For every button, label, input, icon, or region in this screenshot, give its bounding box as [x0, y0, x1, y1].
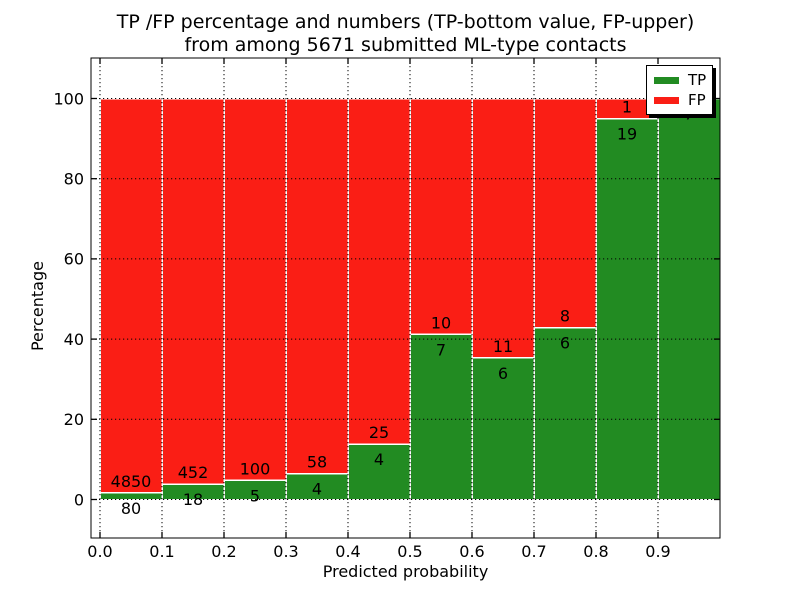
fp-count-label: 1	[622, 98, 632, 117]
fp-count-label: 100	[240, 459, 271, 478]
tp-count-label: 7	[436, 340, 446, 359]
bar-fp-segment	[161, 97, 225, 485]
x-tick-label: 0.4	[335, 542, 360, 561]
bar-fp-segment	[409, 97, 473, 336]
legend-label-tp: TP	[688, 70, 707, 89]
bar-fp-segment	[223, 97, 287, 482]
axes-frame	[90, 57, 721, 539]
bar-tp-segment	[347, 443, 411, 501]
tp-count-label: 6	[498, 364, 508, 383]
chart-title-line1: TP /FP percentage and numbers (TP-bottom…	[116, 11, 695, 33]
fp-count-label: 11	[493, 337, 513, 356]
y-tick-label: 0	[74, 490, 84, 509]
bar-tp-segment	[595, 117, 659, 501]
y-tick-label: 100	[53, 89, 84, 108]
legend-item-tp: TP	[647, 70, 712, 90]
x-tick-label: 0.9	[645, 542, 670, 561]
x-tick-label: 0.2	[211, 542, 236, 561]
y-tick-label: 20	[64, 410, 84, 429]
bar-fp-segment	[285, 97, 349, 475]
tp-count-label: 80	[121, 499, 141, 518]
chart-title: TP /FP percentage and numbers (TP-bottom…	[91, 11, 720, 57]
tp-swatch-icon	[654, 76, 679, 84]
tp-count-label: 5	[250, 486, 260, 505]
x-axis-label: Predicted probability	[322, 562, 489, 581]
tp-count-label: 6	[560, 334, 570, 353]
legend: TP FP	[646, 65, 713, 115]
fp-count-label: 8	[560, 307, 570, 326]
tp-count-label: 4	[374, 450, 384, 469]
bar-tp-segment	[285, 472, 349, 501]
x-tick-label: 0.5	[397, 542, 422, 561]
y-tick-label: 40	[64, 330, 84, 349]
chart-title-line2: from among 5671 submitted ML-type contac…	[184, 34, 627, 56]
fp-count-label: 452	[178, 463, 209, 482]
tp-count-label: 4	[312, 480, 322, 499]
fp-swatch-icon	[654, 96, 679, 104]
bar-fp-segment	[99, 97, 163, 494]
fp-count-label: 25	[369, 423, 389, 442]
bar-fp-segment	[471, 97, 535, 359]
x-tick-label: 0.7	[521, 542, 546, 561]
fp-count-label: 4850	[111, 472, 152, 491]
tp-count-label: 19	[617, 125, 637, 144]
x-tick-label: 0.1	[149, 542, 174, 561]
x-tick-label: 0.6	[459, 542, 484, 561]
bar-fp-segment	[347, 97, 411, 445]
bar-fp-segment	[533, 97, 597, 329]
fp-count-label: 10	[431, 313, 451, 332]
y-tick-label: 80	[64, 170, 84, 189]
bar-tp-segment	[657, 97, 721, 501]
legend-item-fp: FP	[647, 90, 712, 110]
bar-tp-segment	[471, 357, 535, 501]
bar-tp-segment	[409, 333, 473, 501]
x-tick-label: 0.8	[583, 542, 608, 561]
x-tick-label: 0.0	[87, 542, 112, 561]
y-tick-label: 60	[64, 250, 84, 269]
tp-count-label: 18	[183, 490, 203, 509]
fp-count-label: 58	[307, 453, 327, 472]
legend-label-fp: FP	[688, 90, 706, 109]
bar-tp-segment	[533, 326, 597, 501]
x-tick-label: 0.3	[273, 542, 298, 561]
